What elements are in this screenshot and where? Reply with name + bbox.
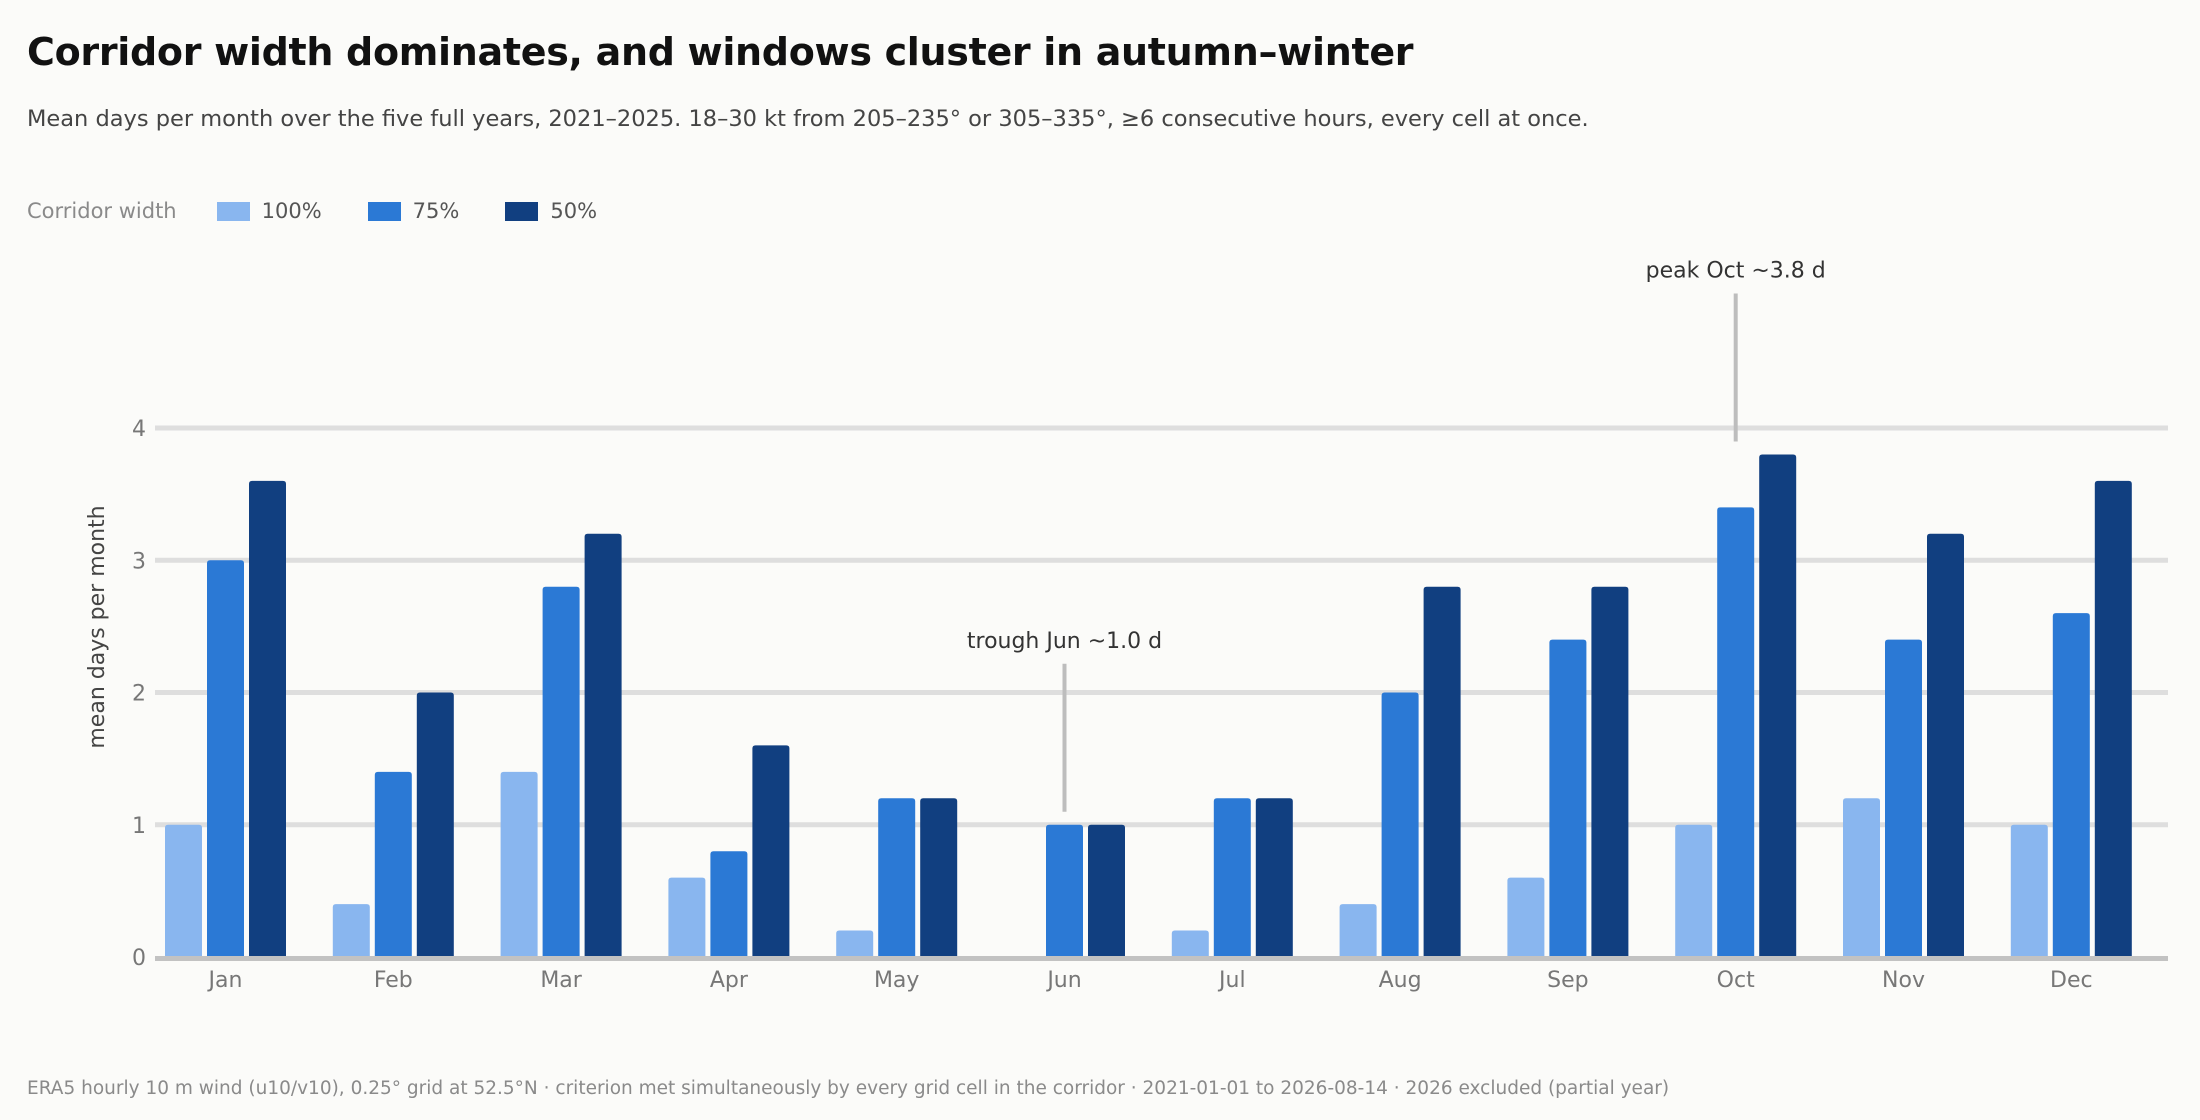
x-tick-label-sep: Sep <box>1547 968 1588 993</box>
bar-mar-75pct <box>542 586 580 957</box>
x-tick-label-feb: Feb <box>374 968 413 993</box>
bar-dec-75pct <box>2052 613 2090 957</box>
bar-jan-100pct <box>165 824 202 957</box>
bar-jun-50pct <box>1088 824 1125 957</box>
bar-may-100pct <box>836 930 874 957</box>
bar-may-50pct <box>920 798 958 957</box>
bar-jan-50pct <box>249 480 286 957</box>
bar-aug-50pct <box>1423 586 1461 957</box>
x-tick-label-may: May <box>874 968 919 993</box>
legend-label-75: 75% <box>412 199 460 223</box>
bar-apr-50pct <box>752 745 790 957</box>
x-tick-label-dec: Dec <box>2050 968 2093 993</box>
legend: Corridor width 100% 75% 50% <box>27 196 643 226</box>
bar-feb-50pct <box>416 692 454 957</box>
bar-dec-50pct <box>2094 480 2132 957</box>
y-axis-title: mean days per month <box>85 505 110 748</box>
bar-aug-100pct <box>1339 904 1377 957</box>
bar-may-75pct <box>878 798 916 957</box>
bar-aug-75pct <box>1381 692 1419 957</box>
x-tick-label-nov: Nov <box>1882 968 1925 993</box>
bar-jul-50pct <box>1255 798 1293 957</box>
bar-mar-50pct <box>584 533 622 957</box>
legend-item-75: 75% <box>367 199 460 223</box>
legend-swatch-100 <box>216 201 250 221</box>
x-tick-label-apr: Apr <box>710 968 749 993</box>
legend-item-50: 50% <box>505 199 597 223</box>
x-tick-label-jul: Jul <box>1217 968 1246 993</box>
bar-nov-100pct <box>1843 798 1880 957</box>
y-tick-label-4: 4 <box>132 417 146 442</box>
bar-sep-50pct <box>1591 586 1629 957</box>
legend-title: Corridor width <box>27 199 177 223</box>
bar-apr-100pct <box>668 877 706 957</box>
bar-dec-100pct <box>2010 824 2048 957</box>
legend-item-100: 100% <box>216 199 322 223</box>
y-tick-label-0: 0 <box>132 946 146 971</box>
x-tick-label-mar: Mar <box>540 968 582 993</box>
legend-label-50: 50% <box>550 199 598 223</box>
chart-title: Corridor width dominates, and windows cl… <box>27 30 1414 74</box>
y-tick-label-2: 2 <box>132 682 146 707</box>
chart-subtitle: Mean days per month over the five full y… <box>27 106 1589 132</box>
bar-nov-75pct <box>1885 639 1922 957</box>
legend-swatch-75 <box>367 201 401 221</box>
bar-feb-75pct <box>374 771 412 957</box>
x-tick-label-oct: Oct <box>1717 968 1755 993</box>
bar-jun-75pct <box>1046 824 1083 957</box>
annotation-label-oct: peak Oct ~3.8 d <box>1646 258 1826 283</box>
bar-sep-75pct <box>1549 639 1587 957</box>
bar-oct-50pct <box>1759 454 1797 957</box>
bar-oct-75pct <box>1717 507 1755 957</box>
x-tick-label-aug: Aug <box>1379 968 1422 993</box>
bar-jan-75pct <box>207 560 244 957</box>
x-tick-label-jan: Jan <box>207 968 243 993</box>
y-tick-label-1: 1 <box>132 814 146 839</box>
bar-jul-75pct <box>1213 798 1251 957</box>
bar-oct-100pct <box>1675 824 1713 957</box>
annotation-label-jun: trough Jun ~1.0 d <box>967 629 1162 654</box>
bar-sep-100pct <box>1507 877 1545 957</box>
chart-footnote: ERA5 hourly 10 m wind (u10/v10), 0.25° g… <box>27 1078 1670 1099</box>
legend-swatch-50 <box>505 201 539 221</box>
y-tick-label-3: 3 <box>132 549 146 574</box>
x-tick-label-jun: Jun <box>1045 968 1081 993</box>
bar-feb-100pct <box>332 904 370 957</box>
bar-mar-100pct <box>500 771 538 957</box>
bar-nov-50pct <box>1927 533 1964 957</box>
legend-label-100: 100% <box>261 199 322 223</box>
bar-apr-75pct <box>710 851 748 957</box>
bar-jul-100pct <box>1171 930 1209 957</box>
